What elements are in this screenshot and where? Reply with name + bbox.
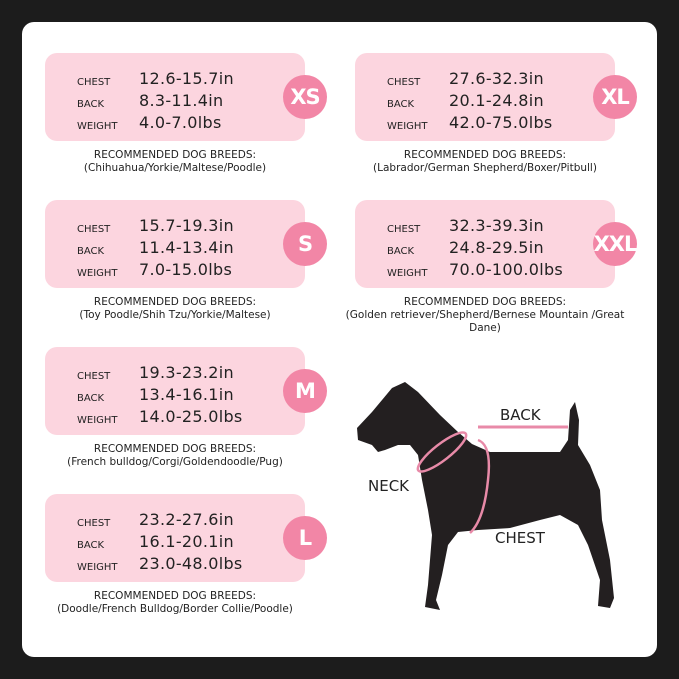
diagram-label-neck: NECK: [368, 477, 410, 495]
chest-value: 23.2-27.6in: [139, 510, 234, 529]
breed-list: (Toy Poodle/Shih Tzu/Yorkie/Maltese): [79, 309, 271, 321]
size-card-m: CHEST 19.3-23.2in BACK 13.4-16.1in WEIGH…: [45, 347, 327, 435]
chest-value: 12.6-15.7in: [139, 69, 234, 88]
recommended-breeds: RECOMMENDED DOG BREEDS: (Toy Poodle/Shih …: [25, 296, 325, 322]
chest-label: CHEST: [77, 224, 111, 235]
recommended-breeds: RECOMMENDED DOG BREEDS: (Golden retriever…: [345, 296, 625, 335]
recommended-heading: RECOMMENDED DOG BREEDS:: [93, 149, 257, 161]
back-value: 8.3-11.4in: [139, 91, 224, 110]
back-value: 11.4-13.4in: [139, 238, 234, 257]
weight-value: 14.0-25.0lbs: [139, 407, 243, 426]
breed-list: (Golden retriever/Shepherd/Bernese Mount…: [345, 309, 625, 334]
recommended-heading: RECOMMENDED DOG BREEDS:: [403, 296, 567, 308]
recommended-heading: RECOMMENDED DOG BREEDS:: [93, 590, 257, 602]
chest-value: 27.6-32.3in: [449, 69, 544, 88]
breed-list: (Labrador/German Shepherd/Boxer/Pitbull): [373, 162, 597, 174]
size-card-xs: CHEST 12.6-15.7in BACK 8.3-11.4in WEIGHT…: [45, 53, 327, 141]
size-card-s: CHEST 15.7-19.3in BACK 11.4-13.4in WEIGH…: [45, 200, 327, 288]
recommended-breeds: RECOMMENDED DOG BREEDS: (Chihuahua/Yorkie…: [25, 149, 325, 175]
weight-label: WEIGHT: [387, 268, 428, 279]
weight-label: WEIGHT: [387, 121, 428, 132]
diagram-label-back: BACK: [500, 406, 541, 424]
size-badge: XS: [283, 75, 327, 119]
weight-label: WEIGHT: [77, 415, 118, 426]
weight-value: 23.0-48.0lbs: [139, 554, 243, 573]
breed-list: (French bulldog/Corgi/Goldendoodle/Pug): [67, 456, 283, 468]
chest-label: CHEST: [387, 77, 421, 88]
chest-label: CHEST: [77, 371, 111, 382]
size-badge: XL: [593, 75, 637, 119]
back-label: BACK: [77, 246, 105, 257]
back-label: BACK: [77, 540, 105, 551]
back-label: BACK: [77, 393, 105, 404]
back-value: 13.4-16.1in: [139, 385, 234, 404]
chest-label: CHEST: [77, 77, 111, 88]
back-label: BACK: [77, 99, 105, 110]
neck-measure-loop: [416, 431, 468, 473]
size-card-xxl: CHEST 32.3-39.3in BACK 24.8-29.5in WEIGH…: [355, 200, 637, 288]
size-badge: S: [283, 222, 327, 266]
weight-value: 7.0-15.0lbs: [139, 260, 233, 279]
weight-label: WEIGHT: [77, 268, 118, 279]
size-badge: L: [283, 516, 327, 560]
chest-value: 32.3-39.3in: [449, 216, 544, 235]
back-label: BACK: [387, 99, 415, 110]
weight-value: 70.0-100.0lbs: [449, 260, 564, 279]
diagram-label-chest: CHEST: [495, 529, 545, 547]
size-card-xl: CHEST 27.6-32.3in BACK 20.1-24.8in WEIGH…: [355, 53, 637, 141]
recommended-heading: RECOMMENDED DOG BREEDS:: [93, 443, 257, 455]
weight-value: 42.0-75.0lbs: [449, 113, 553, 132]
recommended-breeds: RECOMMENDED DOG BREEDS: (Labrador/German …: [335, 149, 635, 175]
back-label: BACK: [387, 246, 415, 257]
weight-label: WEIGHT: [77, 562, 118, 573]
recommended-heading: RECOMMENDED DOG BREEDS:: [93, 296, 257, 308]
back-value: 20.1-24.8in: [449, 91, 544, 110]
recommended-heading: RECOMMENDED DOG BREEDS:: [403, 149, 567, 161]
back-value: 16.1-20.1in: [139, 532, 234, 551]
breed-list: (Doodle/French Bulldog/Border Collie/Poo…: [57, 603, 293, 615]
size-card-l: CHEST 23.2-27.6in BACK 16.1-20.1in WEIGH…: [45, 494, 327, 582]
chest-value: 19.3-23.2in: [139, 363, 234, 382]
weight-label: WEIGHT: [77, 121, 118, 132]
size-badge: XXL: [593, 222, 637, 266]
recommended-breeds: RECOMMENDED DOG BREEDS: (French bulldog/C…: [25, 443, 325, 469]
recommended-breeds: RECOMMENDED DOG BREEDS: (Doodle/French Bu…: [25, 590, 325, 616]
weight-value: 4.0-7.0lbs: [139, 113, 222, 132]
breed-list: (Chihuahua/Yorkie/Maltese/Poodle): [83, 162, 267, 174]
chest-value: 15.7-19.3in: [139, 216, 234, 235]
size-badge: M: [283, 369, 327, 413]
chest-label: CHEST: [77, 518, 111, 529]
chest-measure-loop: [469, 438, 491, 534]
chest-label: CHEST: [387, 224, 421, 235]
back-value: 24.8-29.5in: [449, 238, 544, 257]
